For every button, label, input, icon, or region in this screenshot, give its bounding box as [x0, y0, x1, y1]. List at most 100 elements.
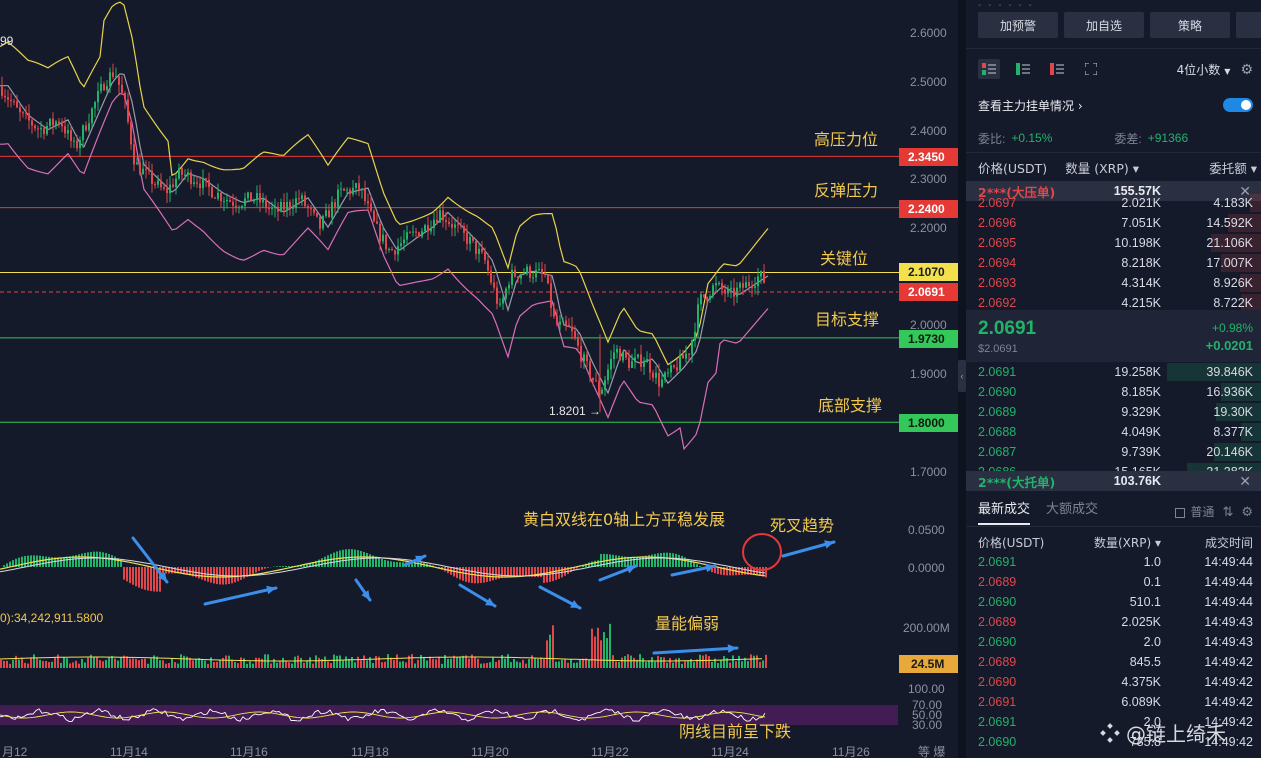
settings-icon[interactable]: ⚙ — [1240, 60, 1253, 77]
annotation-arrow-head — [570, 599, 580, 608]
volume-bar — [51, 661, 53, 668]
order-total: 21.106K — [1206, 236, 1253, 250]
book-both-icon[interactable] — [978, 59, 1000, 79]
macd-bar — [696, 564, 698, 567]
bid-row[interactable]: 2.0690 8.185K 16.936K — [966, 382, 1261, 402]
macd-bar — [456, 567, 458, 579]
decimal-select[interactable]: 4位小数 ▼ — [1177, 61, 1231, 78]
settings-icon[interactable]: ⚙ — [1241, 503, 1253, 519]
main-orders-toggle[interactable] — [1223, 98, 1253, 112]
trade-qty: 2.0 — [1143, 715, 1161, 729]
add-watchlist-button[interactable]: 加自选 — [1064, 12, 1144, 38]
rsi-line — [0, 708, 766, 722]
volume-bar — [198, 658, 200, 668]
volume-bar — [414, 663, 416, 668]
order-total: 17.007K — [1206, 256, 1253, 270]
volume-bar — [153, 655, 155, 668]
candle-body — [118, 76, 120, 85]
macd-bar — [114, 556, 116, 567]
macd-bar — [375, 556, 377, 567]
volume-bar — [396, 654, 398, 668]
ask-row[interactable]: 2.0695 10.198K 21.106K — [966, 233, 1261, 253]
book-asks-icon[interactable] — [1046, 59, 1068, 79]
volume-bar — [228, 655, 230, 668]
macd-bar — [417, 562, 419, 567]
candle-body — [616, 348, 618, 353]
close-icon[interactable]: ✕ — [1239, 472, 1251, 489]
volume-bar — [351, 656, 353, 668]
tab-latest-trades[interactable]: 最新成交 — [978, 498, 1031, 525]
candle-body — [298, 198, 300, 200]
collapse-handle[interactable]: ‹ — [958, 360, 966, 392]
big-bid-row[interactable]: 2***(大托单) 103.76K ✕ — [966, 471, 1261, 491]
candle-body — [205, 178, 207, 180]
macd-bar — [612, 554, 614, 567]
ask-row[interactable]: 2.0692 4.215K 8.722K — [966, 293, 1261, 313]
trade-qty: 2.025K — [1121, 615, 1161, 629]
header-total[interactable]: 委托额 ▾ — [1209, 160, 1257, 176]
macd-bar — [669, 552, 671, 567]
volume-bar — [495, 661, 497, 668]
macd-bar — [78, 554, 80, 567]
expand-icon[interactable] — [1080, 59, 1102, 79]
normal-checkbox[interactable]: 普通 — [1175, 503, 1214, 520]
filter-icon[interactable]: ⇅ — [1222, 503, 1234, 519]
volume-bar — [744, 657, 746, 668]
candle-body — [124, 92, 126, 100]
macd-bar — [666, 552, 668, 567]
candle-body — [139, 162, 141, 175]
volume-bar — [579, 659, 581, 668]
volume-bar — [336, 655, 338, 668]
candle-body — [598, 381, 600, 394]
header-qty[interactable]: 数量 (XRP) ▾ — [1065, 160, 1139, 176]
chart-area[interactable]: 2.6000 2.5000 2.4000 2.3000 2.2000 2.100… — [0, 0, 958, 758]
volume-bar — [234, 661, 236, 668]
volume-bar — [444, 654, 446, 668]
bid-row[interactable]: 2.0688 4.049K 8.377K — [966, 422, 1261, 442]
order-qty: 9.739K — [1121, 445, 1161, 459]
bollinger-bands — [0, 1, 769, 451]
depth-bar — [1221, 383, 1261, 401]
volume-bar — [237, 663, 239, 668]
ask-row[interactable]: 2.0693 4.314K 8.926K — [966, 273, 1261, 293]
candle-body — [103, 83, 105, 91]
big-ask-row[interactable]: 2***(大压单) 155.57K ✕ — [966, 181, 1261, 201]
main-orders-link[interactable]: 查看主力挂单情况 › — [978, 98, 1083, 113]
close-icon[interactable]: ✕ — [1239, 182, 1251, 199]
price-chart[interactable]: 2.6000 2.5000 2.4000 2.3000 2.2000 2.100… — [0, 0, 958, 758]
add-alert-button[interactable]: 加预警 — [978, 12, 1058, 38]
ask-row[interactable]: 2.0694 8.218K 17.007K — [966, 253, 1261, 273]
trade-row: 2.0690 4.375K 14:49:42 — [966, 675, 1261, 695]
macd-bar — [363, 551, 365, 567]
last-price-usd: $2.0691 — [978, 343, 1018, 355]
candle-body — [259, 193, 261, 203]
candle-body — [145, 168, 147, 170]
candle-body — [589, 361, 591, 378]
trades-header-qty[interactable]: 数量(XRP) ▾ — [1094, 535, 1161, 550]
macd-bar — [681, 555, 683, 567]
macd-bar — [327, 555, 329, 567]
candle-body — [331, 202, 333, 218]
overview-button[interactable]: 简况 — [1236, 12, 1261, 38]
candle-body — [667, 372, 669, 374]
volume-bar — [33, 654, 35, 668]
macd-bar — [102, 552, 104, 567]
macd-bar — [33, 555, 35, 567]
candle-body — [133, 144, 135, 165]
candle-body — [478, 248, 480, 255]
candle-body — [703, 294, 705, 297]
bid-row[interactable]: 2.0687 9.739K 20.146K — [966, 442, 1261, 462]
ask-row[interactable]: 2.0697 2.021K 4.183K — [966, 193, 1261, 213]
volume-bar — [537, 659, 539, 668]
bid-row[interactable]: 2.0691 19.258K 39.846K — [966, 362, 1261, 382]
tab-large-trades[interactable]: 大额成交 — [1046, 502, 1099, 517]
ask-row[interactable]: 2.0696 7.051K 14.592K — [966, 213, 1261, 233]
book-bids-icon[interactable] — [1012, 59, 1034, 79]
bid-row[interactable]: 2.0689 9.329K 19.30K — [966, 402, 1261, 422]
candle-body — [214, 197, 216, 199]
strategy-button[interactable]: 策略 — [1150, 12, 1230, 38]
order-qty: 2.021K — [1121, 196, 1161, 210]
order-qty: 9.329K — [1121, 405, 1161, 419]
macd-bar — [495, 567, 497, 580]
price-tick: 2.6000 — [910, 26, 947, 40]
